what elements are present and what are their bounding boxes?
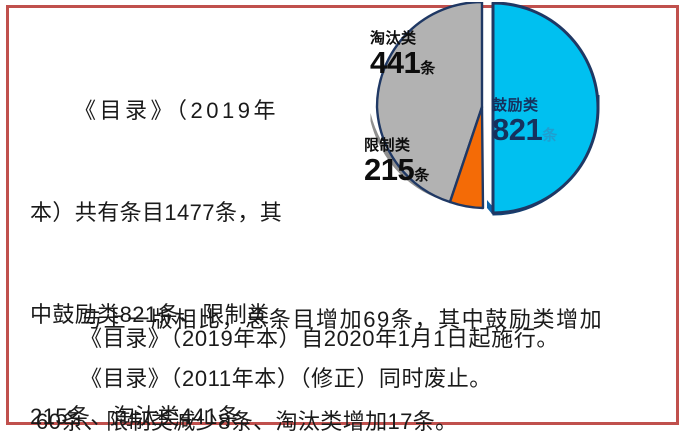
pie-chart: 淘汰类 441条 鼓励类 821条 限制类 215条 [352, 2, 682, 217]
paragraph-catalog-summary: 《目录》（2019年 本）共有条目1477条，其 中鼓励类821条、限制类 21… [30, 26, 330, 431]
paragraph-1-line-1: 《目录》（2019年 [74, 98, 279, 123]
paragraph-1-line-4: 215条、淘汰类441条。 [30, 404, 263, 429]
paragraph-1-line-3: 中鼓励类821条、限制类 [30, 302, 270, 327]
paragraph-repeal: 《目录》（2011年本）（修正）同时废止。 [80, 366, 492, 391]
paragraph-comparison: 与上一版相比，总条目增加69条，其中鼓励类增加 60条、限制类减少8条、淘汰类增… [36, 235, 646, 431]
pie-slice-eliminated [375, 2, 484, 204]
pie-slice-restricted [448, 105, 485, 210]
paragraph-1-line-2: 本）共有条目1477条，其 [30, 200, 283, 225]
paragraph-2-line-2: 60条、限制类减少8条、淘汰类增加17条。 [36, 409, 458, 431]
pie-chart-svg [370, 2, 600, 216]
paragraph-2-line-1: 与上一版相比，总条目增加69条，其中鼓励类增加 [80, 307, 604, 332]
paragraph-effective-date: 《目录》（2019年本）自2020年1月1日起施行。 [80, 326, 559, 351]
pie-slice-encouraged [491, 2, 600, 215]
